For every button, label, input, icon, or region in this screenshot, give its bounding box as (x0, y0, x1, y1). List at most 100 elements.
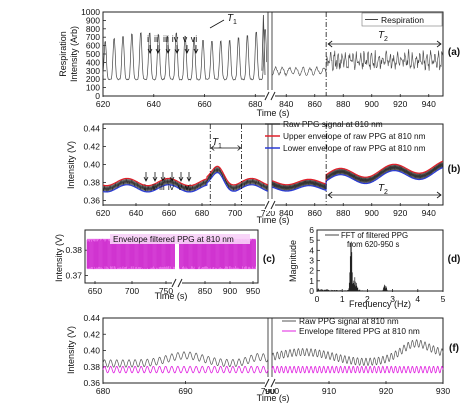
panel-b-arrow-v (178, 172, 184, 182)
panel-b-t1-arrow (210, 145, 242, 151)
panel-b-legend-label-2: Lower envelope of raw PPG at 810 nm (283, 143, 426, 153)
panel-f-xl-tick-label-1: 690 (178, 386, 192, 396)
panel-b-t1-sub: 1 (218, 143, 222, 150)
axis-break-gap (172, 277, 182, 289)
panel-b-marker-ii: ii (152, 182, 156, 192)
panel-f-raw-0 (102, 351, 269, 368)
panel-f-y-tick-label-3: 0.42 (83, 329, 100, 339)
panel-a-y-tick-label-10: 1000 (81, 7, 100, 17)
panel-b-t1-label: T (212, 137, 219, 148)
panel-a-break-gap (268, 13, 272, 95)
panel-b-lower-1 (271, 167, 444, 192)
panel-f-env-0 (102, 365, 269, 374)
panel-a-arrow-iv (174, 45, 180, 54)
panel-a-t1-label: T (227, 13, 234, 24)
panel-f-y-tick-label-2: 0.40 (83, 346, 100, 356)
panel-f-y-tick-label-4: 0.44 (83, 313, 100, 323)
panel-c-x-tick-label-3: 850 (198, 286, 212, 296)
panel-d-x-tick-label-3: 3 (390, 294, 395, 304)
panel-a-series-left (102, 29, 268, 81)
panel-a-arrow-vi (193, 45, 199, 54)
panel-b-xr-tick-label-3: 900 (365, 208, 379, 218)
panel-a-y-tick-label-9: 900 (86, 15, 100, 25)
axis-break-mark (264, 91, 276, 101)
panel-a-xr-tick-label-2: 880 (336, 99, 350, 109)
panel-b-raw-1 (271, 160, 444, 192)
panel-b-arrow-iii (160, 172, 166, 182)
panel-b-xr-tick-label-2: 880 (336, 208, 350, 218)
panel-c-x-tick-label-5: 950 (246, 286, 260, 296)
panel-a-t2-arrowheads (327, 40, 442, 48)
panel-a-marker-i: i (147, 34, 149, 44)
panel-f-xlabel: Time (s) (257, 393, 290, 403)
panel-b-raw-0 (102, 166, 269, 193)
panel-b-xr-tick-label-0: 840 (279, 208, 293, 218)
axis-break-gap (265, 199, 275, 211)
panel-d-x-tick-label-2: 2 (365, 294, 370, 304)
panel-c-tag: (c) (263, 254, 275, 265)
panel-b-arrow-iv (169, 172, 175, 182)
panel-a-ylabel-1: Respiration (58, 31, 68, 77)
axis-break-gap (265, 90, 275, 102)
panel-c-ylabel: Intensity (V) (54, 234, 64, 282)
panel-a-xl-tick-label-3: 680 (248, 99, 262, 109)
panel-d-x-tick-label-1: 1 (340, 294, 345, 304)
panel-b-tag: (b) (448, 164, 461, 175)
panel-f-xl-tick-label-0: 680 (96, 386, 110, 396)
panel-a-xr-tick-label-1: 860 (308, 99, 322, 109)
panel-b-marker-v: v (178, 182, 183, 192)
panel-c-x-tick-label-4: 900 (223, 286, 237, 296)
panel-a-marker-vi: vi (191, 34, 198, 44)
panel-a-xr-tick-label-4: 920 (393, 99, 407, 109)
panel-a-y-tick-label-8: 800 (86, 24, 100, 34)
panel-f-xr-tick-label-3: 930 (436, 386, 450, 396)
panel-d-y-tick-label-0: 0 (309, 286, 314, 296)
panel-b-y-tick-label-4: 0.44 (83, 124, 100, 134)
panel-a-arrow-v (184, 45, 190, 54)
panel-b-t2-label: T (378, 183, 385, 194)
panel-a-tag: (a) (448, 47, 460, 58)
panel-b-xr-tick-label-1: 860 (308, 208, 322, 218)
panel-a-xl-tick-label-2: 660 (197, 99, 211, 109)
panel-d-y-tick-label-2: 2 (309, 266, 314, 276)
panel-a-marker-iv: iv (172, 34, 179, 44)
panel-a-y-tick-label-4: 400 (86, 57, 100, 67)
panel-b-marker-iii: iii (159, 182, 165, 192)
panel-c-frame (84, 229, 259, 284)
panel-a-t1-sub: 1 (233, 19, 237, 26)
panel-c-x-tick-label-2: 750 (159, 286, 173, 296)
panel-b-lower-0 (102, 172, 269, 193)
panel-b-break-gap (268, 125, 272, 204)
panel-a-ylabel-2: Intensity (Arb) (69, 26, 79, 82)
panel-f-xr-tick-label-1: 910 (322, 386, 336, 396)
panel-a-y-tick-label-2: 200 (86, 74, 100, 84)
panel-b-marker-vi: vi (185, 182, 191, 192)
panel-a-y-tick-label-7: 700 (86, 32, 100, 42)
panel-a-arrow-i (147, 45, 153, 54)
panel-f-y-tick-label-0: 0.36 (83, 378, 100, 388)
panel-f-legend-label-0: Raw PPG signal at 810 nm (299, 316, 399, 326)
panel-c-y-tick-label-1: 0.38 (65, 245, 82, 255)
panel-d-ylabel: Magnitude (288, 240, 298, 282)
panel-a-xl-tick-label-0: 620 (96, 99, 110, 109)
panel-b-xl-tick-label-5: 720 (261, 208, 275, 218)
panel-b-upper-1 (271, 160, 444, 186)
panel-d-y-tick-label-6: 6 (309, 225, 314, 235)
panel-b-legend-label-1: Upper envelope of raw PPG at 810 nm (283, 131, 426, 141)
panel-b-xl-tick-label-4: 700 (228, 208, 242, 218)
panel-a-legend-box (361, 12, 443, 27)
axis-break-mark (264, 200, 276, 210)
panel-d-y-tick-label-3: 3 (309, 256, 314, 266)
panel-b-arrow-vi (186, 172, 192, 182)
panel-a-xr-tick-label-3: 900 (365, 99, 379, 109)
panel-c-y-tick-label-0: 0.37 (65, 270, 82, 280)
panel-b-y-tick-label-3: 0.42 (83, 142, 100, 152)
panel-a-marker-iii: iii (163, 34, 169, 44)
panel-c-x-tick-label-0: 650 (88, 286, 102, 296)
panel-f-legend-label-1: Envelope filtered PPG at 810 nm (299, 326, 420, 336)
panel-b-xl-tick-label-1: 640 (129, 208, 143, 218)
panel-b-xl-tick-label-3: 680 (195, 208, 209, 218)
panel-b-upper-0 (102, 165, 269, 187)
panel-d-legend-line2: from 620-950 s (347, 240, 400, 249)
